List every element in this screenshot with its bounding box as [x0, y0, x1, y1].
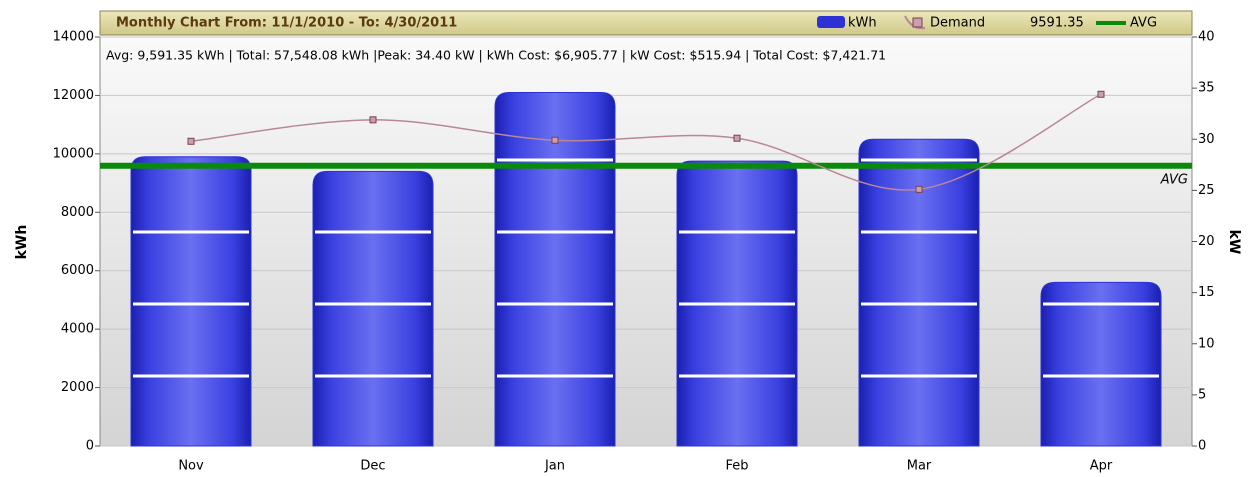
legend-label: AVG [1130, 16, 1157, 31]
demand-line [190, 93, 1102, 191]
y2-tick-label: 40 [1198, 30, 1215, 45]
plot-area [99, 36, 1193, 447]
x-tick-label: Dec [360, 459, 385, 474]
demand-point [915, 185, 923, 193]
bar [494, 92, 616, 447]
y-tick-label: 6000 [61, 263, 94, 278]
x-tick-label: Jan [544, 459, 565, 474]
demand-point [1097, 90, 1105, 98]
legend-label: 9591.35 [1030, 16, 1084, 31]
y2-tick-label: 30 [1198, 132, 1215, 147]
bar [130, 156, 252, 447]
x-tick-label: Nov [178, 459, 204, 474]
y2-tick-label: 15 [1198, 285, 1215, 300]
x-tick-label: Feb [725, 459, 748, 474]
legend-swatch [912, 17, 923, 28]
y-tick-label: 0 [86, 439, 94, 454]
y2-tick-label: 20 [1198, 234, 1215, 249]
demand-point [187, 137, 195, 145]
y2-tick-label: 10 [1198, 336, 1215, 351]
demand-point [369, 116, 377, 124]
bar [1040, 281, 1162, 447]
y-axis-label: kWh [14, 225, 30, 260]
average-label: AVG [1160, 172, 1188, 187]
x-tick-label: Mar [907, 459, 932, 474]
y-tick-label: 4000 [61, 322, 94, 337]
y-tick-label: 12000 [53, 88, 94, 103]
y2-axis-label: kW [1226, 230, 1242, 255]
y2-tick-label: 0 [1198, 439, 1206, 454]
x-tick-label: Apr [1090, 459, 1113, 474]
legend-swatch [817, 16, 845, 28]
demand-point [551, 136, 559, 144]
bar [312, 170, 434, 447]
y2-tick-label: 35 [1198, 81, 1215, 96]
y-tick-label: 8000 [61, 205, 94, 220]
legend-label: Demand [930, 16, 985, 31]
chart-title: Monthly Chart From: 11/1/2010 - To: 4/30… [116, 16, 457, 31]
title-bar [99, 10, 1193, 36]
y-tick-label: 10000 [53, 146, 94, 161]
y-tick-label: 14000 [53, 30, 94, 45]
legend-label: kWh [848, 16, 877, 31]
demand-point [733, 134, 741, 142]
y2-tick-label: 25 [1198, 183, 1215, 198]
bar [858, 138, 980, 447]
y2-tick-label: 5 [1198, 387, 1206, 402]
y-tick-label: 2000 [61, 380, 94, 395]
summary: Avg: 9,591.35 kWh | Total: 57,548.08 kWh… [106, 48, 886, 63]
